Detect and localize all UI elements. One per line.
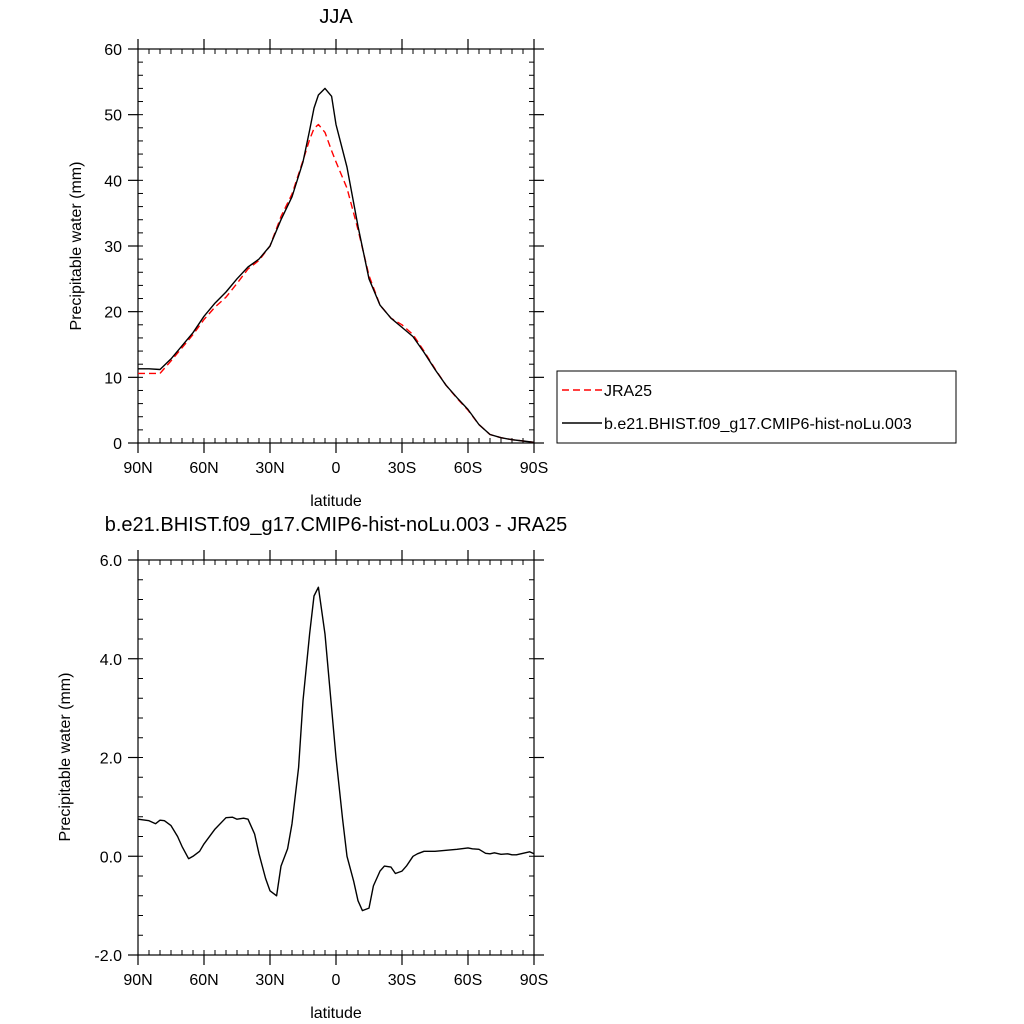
x-tick-label-bottom: 60S	[454, 972, 482, 989]
series-top	[138, 87, 535, 443]
y-tick-label-bottom: 2.0	[100, 751, 122, 768]
x-tick-label-top: 90S	[520, 460, 548, 477]
x-tick-label-top: 0	[332, 460, 341, 477]
y-tick-label-top: 0	[113, 436, 122, 453]
x-tick-label-top: 30S	[388, 460, 416, 477]
y-tick-label-top: 50	[104, 108, 122, 125]
y-tick-label-bottom: -2.0	[94, 948, 122, 965]
legend-label-model: b.e21.BHIST.f09_g17.CMIP6-hist-noLu.003	[604, 416, 912, 433]
legend-box	[556, 370, 957, 444]
x-axis-label-top: latitude	[310, 493, 362, 510]
legend: JRA25 b.e21.BHIST.f09_g17.CMIP6-hist-noL…	[556, 370, 957, 444]
chart-title-bottom: b.e21.BHIST.f09_g17.CMIP6-hist-noLu.003 …	[105, 514, 567, 536]
x-tick-label-top: 90N	[123, 460, 152, 477]
plot-frame-top	[137, 48, 535, 444]
y-tick-label-top: 30	[104, 239, 122, 256]
x-tick-label-top: 60S	[454, 460, 482, 477]
chart-title-top: JJA	[319, 6, 353, 28]
y-axis-label-bottom: Precipitable water (mm)	[57, 673, 74, 842]
series-line-top-1	[138, 87, 535, 443]
x-tick-label-bottom: 0	[332, 972, 341, 989]
y-tick-label-bottom: 0.0	[100, 849, 122, 866]
series-line-bottom-0	[137, 586, 535, 912]
panel-bottom: b.e21.BHIST.f09_g17.CMIP6-hist-noLu.003 …	[57, 514, 567, 1022]
y-tick-label-top: 20	[104, 305, 122, 322]
x-tick-label-bottom: 60N	[189, 972, 218, 989]
y-axis-label-top: Precipitable water (mm)	[68, 162, 85, 331]
y-tick-label-bottom: 6.0	[100, 553, 122, 570]
legend-label-jra25: JRA25	[604, 383, 652, 400]
x-tick-label-top: 60N	[189, 460, 218, 477]
y-tick-label-top: 10	[104, 370, 122, 387]
x-tick-label-bottom: 30S	[388, 972, 416, 989]
ticks-top: 90N 60N 30N 0 30S 60S 90S 0 10 20 30 40 50 60	[104, 39, 548, 477]
x-tick-label-top: 30N	[255, 460, 284, 477]
y-tick-label-top: 40	[104, 173, 122, 190]
x-tick-label-bottom: 30N	[255, 972, 284, 989]
series-line-top-0	[138, 123, 535, 443]
y-tick-label-top: 60	[104, 42, 122, 59]
ticks-bottom: 90N 60N 30N 0 30S 60S 90S -2.0 0.0 2.0 4.0 6.0	[94, 550, 548, 989]
series-bottom	[137, 586, 535, 912]
x-tick-label-bottom: 90N	[123, 972, 152, 989]
x-axis-label-bottom: latitude	[310, 1005, 362, 1022]
y-tick-label-bottom: 4.0	[100, 652, 122, 669]
x-tick-label-bottom: 90S	[520, 972, 548, 989]
panel-top: JJA 90N 60N 30N 0 30S 60S 90S 0 10 20 30 40 50 60 lat…	[68, 6, 548, 510]
